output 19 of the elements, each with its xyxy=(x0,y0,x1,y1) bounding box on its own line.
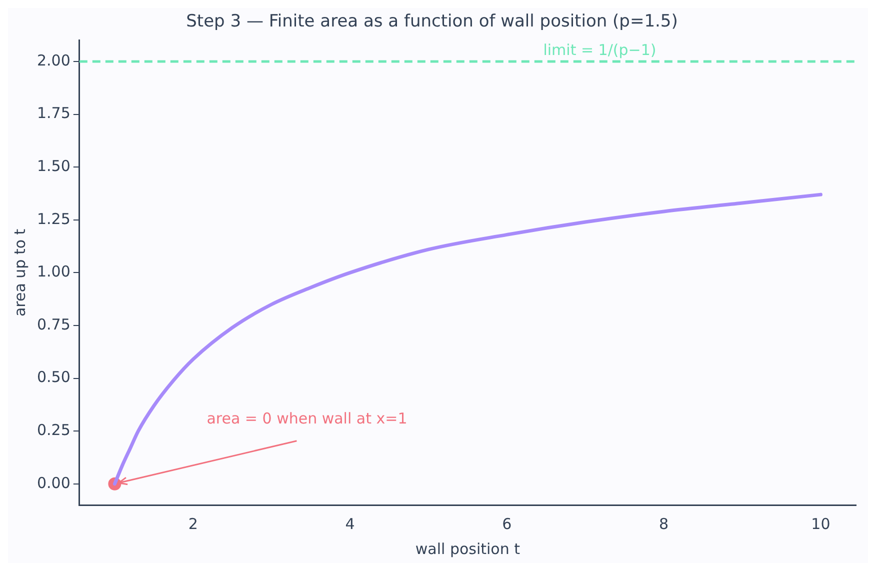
x-tick-label: 6 xyxy=(502,514,512,533)
x-tick-label: 4 xyxy=(345,514,355,533)
y-tick-label: 0.25 xyxy=(36,420,70,439)
y-tick-label: 1.75 xyxy=(36,104,70,122)
annotation: limit = 1/(p−1) xyxy=(543,40,656,59)
y-tick-label: 2.00 xyxy=(36,51,70,70)
chart-title: Step 3 — Finite area as a function of wall position (p=1.5) xyxy=(186,12,678,32)
x-tick-label: 10 xyxy=(811,514,830,533)
y-tick-label: 0.75 xyxy=(36,315,70,334)
y-tick-label: 0.00 xyxy=(36,474,70,492)
y-axis-title: area up to t xyxy=(10,228,29,317)
x-tick-label: 2 xyxy=(188,514,198,533)
y-tick-label: 0.50 xyxy=(36,368,70,386)
annotation: area = 0 when wall at x=1 xyxy=(206,409,408,428)
y-tick-label: 1.25 xyxy=(36,210,70,228)
y-tick-label: 1.50 xyxy=(36,157,70,175)
y-tick-label: 1.00 xyxy=(36,262,70,281)
x-axis-title: wall position t xyxy=(415,540,520,558)
x-tick-label: 8 xyxy=(659,514,669,533)
